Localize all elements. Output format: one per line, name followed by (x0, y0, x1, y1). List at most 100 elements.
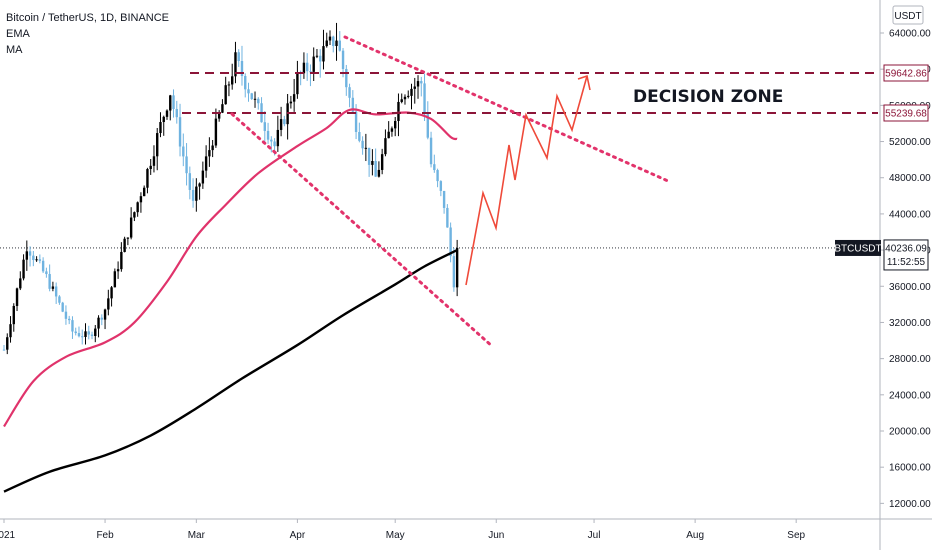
candle-body (208, 150, 211, 157)
candle-body (61, 302, 64, 312)
candle-body (446, 207, 449, 228)
candle-body (273, 141, 276, 147)
candle-body (420, 81, 423, 84)
x-tick-label: Aug (686, 530, 704, 541)
decision-zone-label: DECISION ZONE (633, 87, 783, 107)
candle-body (426, 114, 429, 138)
candle-body (270, 139, 273, 142)
candle-body (123, 238, 126, 252)
x-tick-label: 2021 (0, 530, 16, 541)
currency-box[interactable] (892, 5, 924, 25)
candle-body (283, 119, 286, 125)
candle-body (28, 251, 32, 256)
ma-indicator-label[interactable]: MA (6, 44, 23, 56)
candle-body (120, 251, 123, 270)
candle-body (328, 36, 332, 41)
candle-body (217, 112, 221, 119)
candle-body (348, 87, 351, 98)
candle-body (367, 147, 371, 165)
current-price-box (883, 239, 929, 271)
candle-body (247, 89, 250, 94)
symbol-tag: BTCUSDT (834, 243, 881, 254)
current-price-tag: 40236.09 (885, 243, 927, 254)
candle-body (358, 132, 361, 141)
candle-body (159, 122, 162, 134)
countdown-tag: 11:52:55 (887, 257, 926, 268)
candle-body (188, 173, 192, 190)
candle-body (276, 129, 280, 147)
candle-body (322, 46, 325, 62)
candle-body (51, 286, 55, 289)
currency-label: USDT (894, 11, 921, 22)
candle-body (90, 334, 94, 336)
symbol-title: Bitcoin / TetherUS, 1D, BINANCE (6, 12, 170, 24)
candle-body (257, 98, 260, 104)
upper-level-tag-box (883, 64, 929, 82)
candle-body (146, 169, 149, 188)
candle-body (195, 186, 198, 201)
candle-body (45, 271, 48, 275)
candle-body (204, 156, 208, 171)
candle-body (305, 62, 309, 72)
candle-body (38, 259, 42, 261)
candle-body (302, 62, 306, 74)
candle-body (244, 76, 247, 90)
candle-body (231, 76, 234, 85)
y-tick-label: 44000.00 (889, 209, 931, 220)
candle-body (41, 260, 45, 272)
y-tick-label: 24000.00 (889, 390, 931, 401)
candle-body (442, 190, 446, 208)
candle-body (110, 287, 113, 299)
candle-body (384, 138, 387, 155)
candle-body (403, 96, 407, 100)
candle-body (156, 133, 159, 157)
ema-indicator-label[interactable]: EMA (6, 28, 30, 40)
candle-body (142, 187, 146, 197)
candle-body (407, 95, 410, 97)
ema-line[interactable] (3, 108, 458, 428)
candle-body (103, 309, 107, 320)
candle-body (169, 95, 172, 111)
upper-trendline[interactable] (343, 35, 670, 183)
candle-body (253, 98, 257, 100)
candle-body (377, 169, 381, 177)
candle-body (266, 130, 270, 140)
candle-body (361, 140, 364, 149)
candle-body (116, 269, 120, 272)
candle-body (136, 202, 139, 213)
candle-body (6, 337, 9, 350)
candle-body (400, 99, 403, 102)
lower-trendline[interactable] (230, 112, 495, 349)
x-tick-label: Jul (588, 530, 601, 541)
candle-body (12, 305, 15, 325)
price-projection-path[interactable] (465, 75, 588, 286)
candle-body (312, 56, 315, 72)
candle-body (338, 40, 341, 51)
y-tick-label: 16000.00 (889, 463, 931, 474)
drawings: DECISION ZONE (182, 35, 878, 349)
y-tick-label: 32000.00 (889, 318, 931, 329)
candle-body (380, 154, 384, 170)
ma-line[interactable] (3, 249, 458, 493)
candle-body (289, 101, 293, 104)
candle-body (165, 110, 169, 117)
x-tick-label: Feb (96, 530, 114, 541)
candle-body (139, 196, 143, 203)
candles (2, 22, 459, 355)
x-tick-label: Jun (488, 530, 504, 541)
candle-body (335, 40, 338, 47)
candle-body (345, 68, 348, 88)
candle-body (162, 116, 165, 123)
candle-body (394, 121, 397, 129)
candle-body (175, 109, 178, 118)
candle-body (224, 85, 227, 105)
candle-body (81, 336, 84, 338)
y-tick-label: 52000.00 (889, 137, 931, 148)
lower-level-tag: 55239.68 (885, 109, 927, 120)
candle-body (94, 328, 97, 336)
candle-body (54, 286, 58, 297)
candle-body (87, 331, 90, 335)
candle-body (341, 50, 345, 69)
